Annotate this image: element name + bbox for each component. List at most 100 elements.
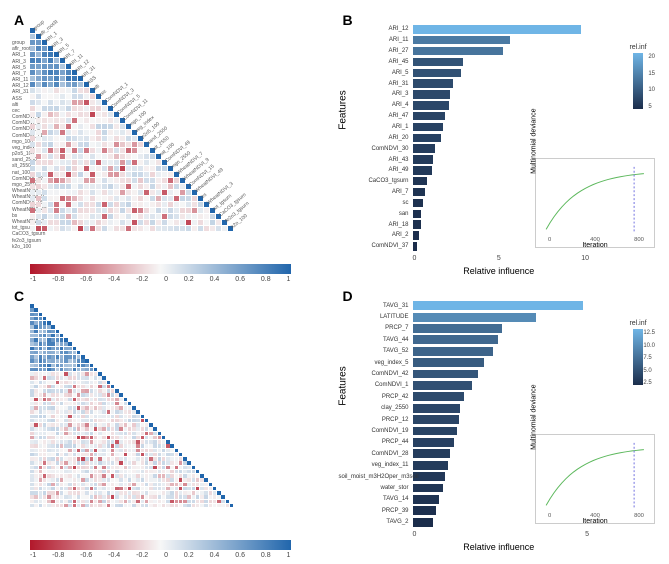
panel-b: B Features ARI_12ARI_11ARI_27ARI_45ARI_5…	[339, 10, 660, 278]
bar-rect	[413, 438, 455, 447]
bar-rect	[413, 134, 442, 142]
bar-d-xticks: 05	[413, 531, 590, 538]
bar-rect	[413, 301, 583, 310]
bar-rect	[413, 392, 465, 401]
legend-b-ticks: 2015105	[648, 54, 655, 110]
bar-label: TAVG_31	[339, 303, 409, 309]
bar-label: soil_moist_m3H2Oper_m3soil	[339, 474, 409, 480]
panel-a-label: A	[14, 12, 24, 28]
bar-rect	[413, 220, 421, 228]
ramp-c-ticks: -1-0.8-0.6-0.4-0.200.20.40.60.81	[30, 552, 291, 562]
bar-label: ComNDVI_19	[339, 428, 409, 434]
inset-d-ytitle: Multinomial deviance	[531, 384, 538, 449]
bar-label: veg_index_11	[339, 462, 409, 468]
bar-label: ComNDVI_42	[339, 371, 409, 377]
inset-b-ytitle: Multinomial deviance	[531, 108, 538, 173]
ramp-a	[30, 264, 291, 274]
inset-d: Multinomial deviance 0400800 Iteration	[535, 434, 655, 524]
bar-rect	[413, 495, 439, 504]
bar-label: PRCP_12	[339, 417, 409, 423]
corr-plot-c	[30, 304, 321, 526]
panel-a: A groupaflr_root3tARI_1ARI_3ARI_5ARI_7AR…	[10, 10, 331, 278]
bar-label: ARI_5	[339, 70, 409, 76]
bar-rect	[413, 335, 499, 344]
bar-rect	[413, 199, 423, 207]
bar-rect	[413, 69, 461, 77]
bar-label: CaCO3_tgsurn	[339, 178, 409, 184]
corr-plot-a: groupaflr_root3tARI_1ARI_3ARI_5ARI_7ARI_…	[30, 28, 321, 250]
bar-label: ARI_47	[339, 113, 409, 119]
bar-label: TAVG_14	[339, 496, 409, 502]
svg-text:0: 0	[548, 513, 552, 519]
bar-rect	[413, 313, 537, 322]
bar-label: san	[339, 211, 409, 217]
bar-b-xticks: 0510	[413, 255, 590, 262]
legend-b-bar	[633, 53, 643, 109]
bar-label: ARI_18	[339, 222, 409, 228]
bar-label: TAVG_52	[339, 348, 409, 354]
bar-label: ARI_43	[339, 157, 409, 163]
bar-rect	[413, 112, 445, 120]
bar-rect	[413, 324, 503, 333]
bar-rect	[413, 347, 494, 356]
bar-rect	[413, 242, 418, 250]
bar-label: ARI_20	[339, 135, 409, 141]
bar-rect	[413, 231, 419, 239]
corr-a-matrix: groupaflr_root3tARI_1ARI_3ARI_5ARI_7ARI_…	[30, 28, 321, 232]
bar-label: PRCP_44	[339, 439, 409, 445]
bar-label: ARI_4	[339, 102, 409, 108]
bar-label: PRCP_7	[339, 325, 409, 331]
bar-rect	[413, 166, 432, 174]
bar-rect	[413, 144, 435, 152]
legend-d-bar	[633, 329, 643, 385]
bar-rect	[413, 25, 581, 33]
bar-rect	[413, 427, 457, 436]
bar-rect	[413, 155, 434, 163]
bar-d-xtitle: Relative influence	[463, 542, 534, 552]
bar-rect	[413, 210, 422, 218]
bar-rect	[413, 381, 472, 390]
bar-rect	[413, 188, 426, 196]
legend-d-title: rel.inf	[619, 320, 657, 327]
legend-d: rel.inf 12.510.07.55.02.5	[619, 320, 657, 385]
bar-label: clay_2550	[339, 405, 409, 411]
bar-rect	[413, 90, 451, 98]
bar-label: PRCP_39	[339, 508, 409, 514]
inset-d-svg: 0400800	[536, 435, 654, 523]
legend-d-ticks: 12.510.07.55.02.5	[643, 330, 655, 386]
svg-text:800: 800	[634, 237, 645, 243]
bar-rect	[413, 101, 449, 109]
bar-label: ComNDVI_37	[339, 243, 409, 249]
bar-label: ComNDVI_28	[339, 451, 409, 457]
bar-label: ARI_3	[339, 91, 409, 97]
ramp-a-ticks: -1-0.8-0.6-0.4-0.200.20.40.60.81	[30, 276, 291, 286]
bar-rect	[413, 461, 448, 470]
bar-label: sc	[339, 200, 409, 206]
bar-label: ComNDVI_1	[339, 382, 409, 388]
panel-d: D Features TAVG_31LATITUDEPRCP_7TAVG_44T…	[339, 286, 660, 554]
bar-rect	[413, 36, 511, 44]
inset-b: Multinomial deviance 0400800 Iteration	[535, 158, 655, 248]
bar-label: LATITUDE	[339, 314, 409, 320]
bar-label: ARI_31	[339, 81, 409, 87]
bar-rect	[413, 123, 443, 131]
panel-c-label: C	[14, 288, 24, 304]
bar-label: TAVG_44	[339, 337, 409, 343]
bar-label: ARI_1	[339, 124, 409, 130]
inset-d-xtitle: Iteration	[582, 518, 607, 525]
bar-label: ARI_49	[339, 167, 409, 173]
legend-b-title: rel.inf	[619, 44, 657, 51]
svg-text:0: 0	[548, 237, 552, 243]
bar-label: ARI_11	[339, 37, 409, 43]
bar-rect	[413, 177, 427, 185]
bar-label: ARI_27	[339, 48, 409, 54]
bar-rect	[413, 415, 460, 424]
corr-c-matrix	[30, 304, 321, 508]
inset-b-svg: 0400800	[536, 159, 654, 247]
bar-label: veg_index_5	[339, 360, 409, 366]
panel-d-label: D	[343, 288, 353, 304]
svg-text:800: 800	[634, 513, 645, 519]
bar-label: ARI_12	[339, 26, 409, 32]
bar-label: ARI_7	[339, 189, 409, 195]
bar-b-xtitle: Relative influence	[463, 266, 534, 276]
